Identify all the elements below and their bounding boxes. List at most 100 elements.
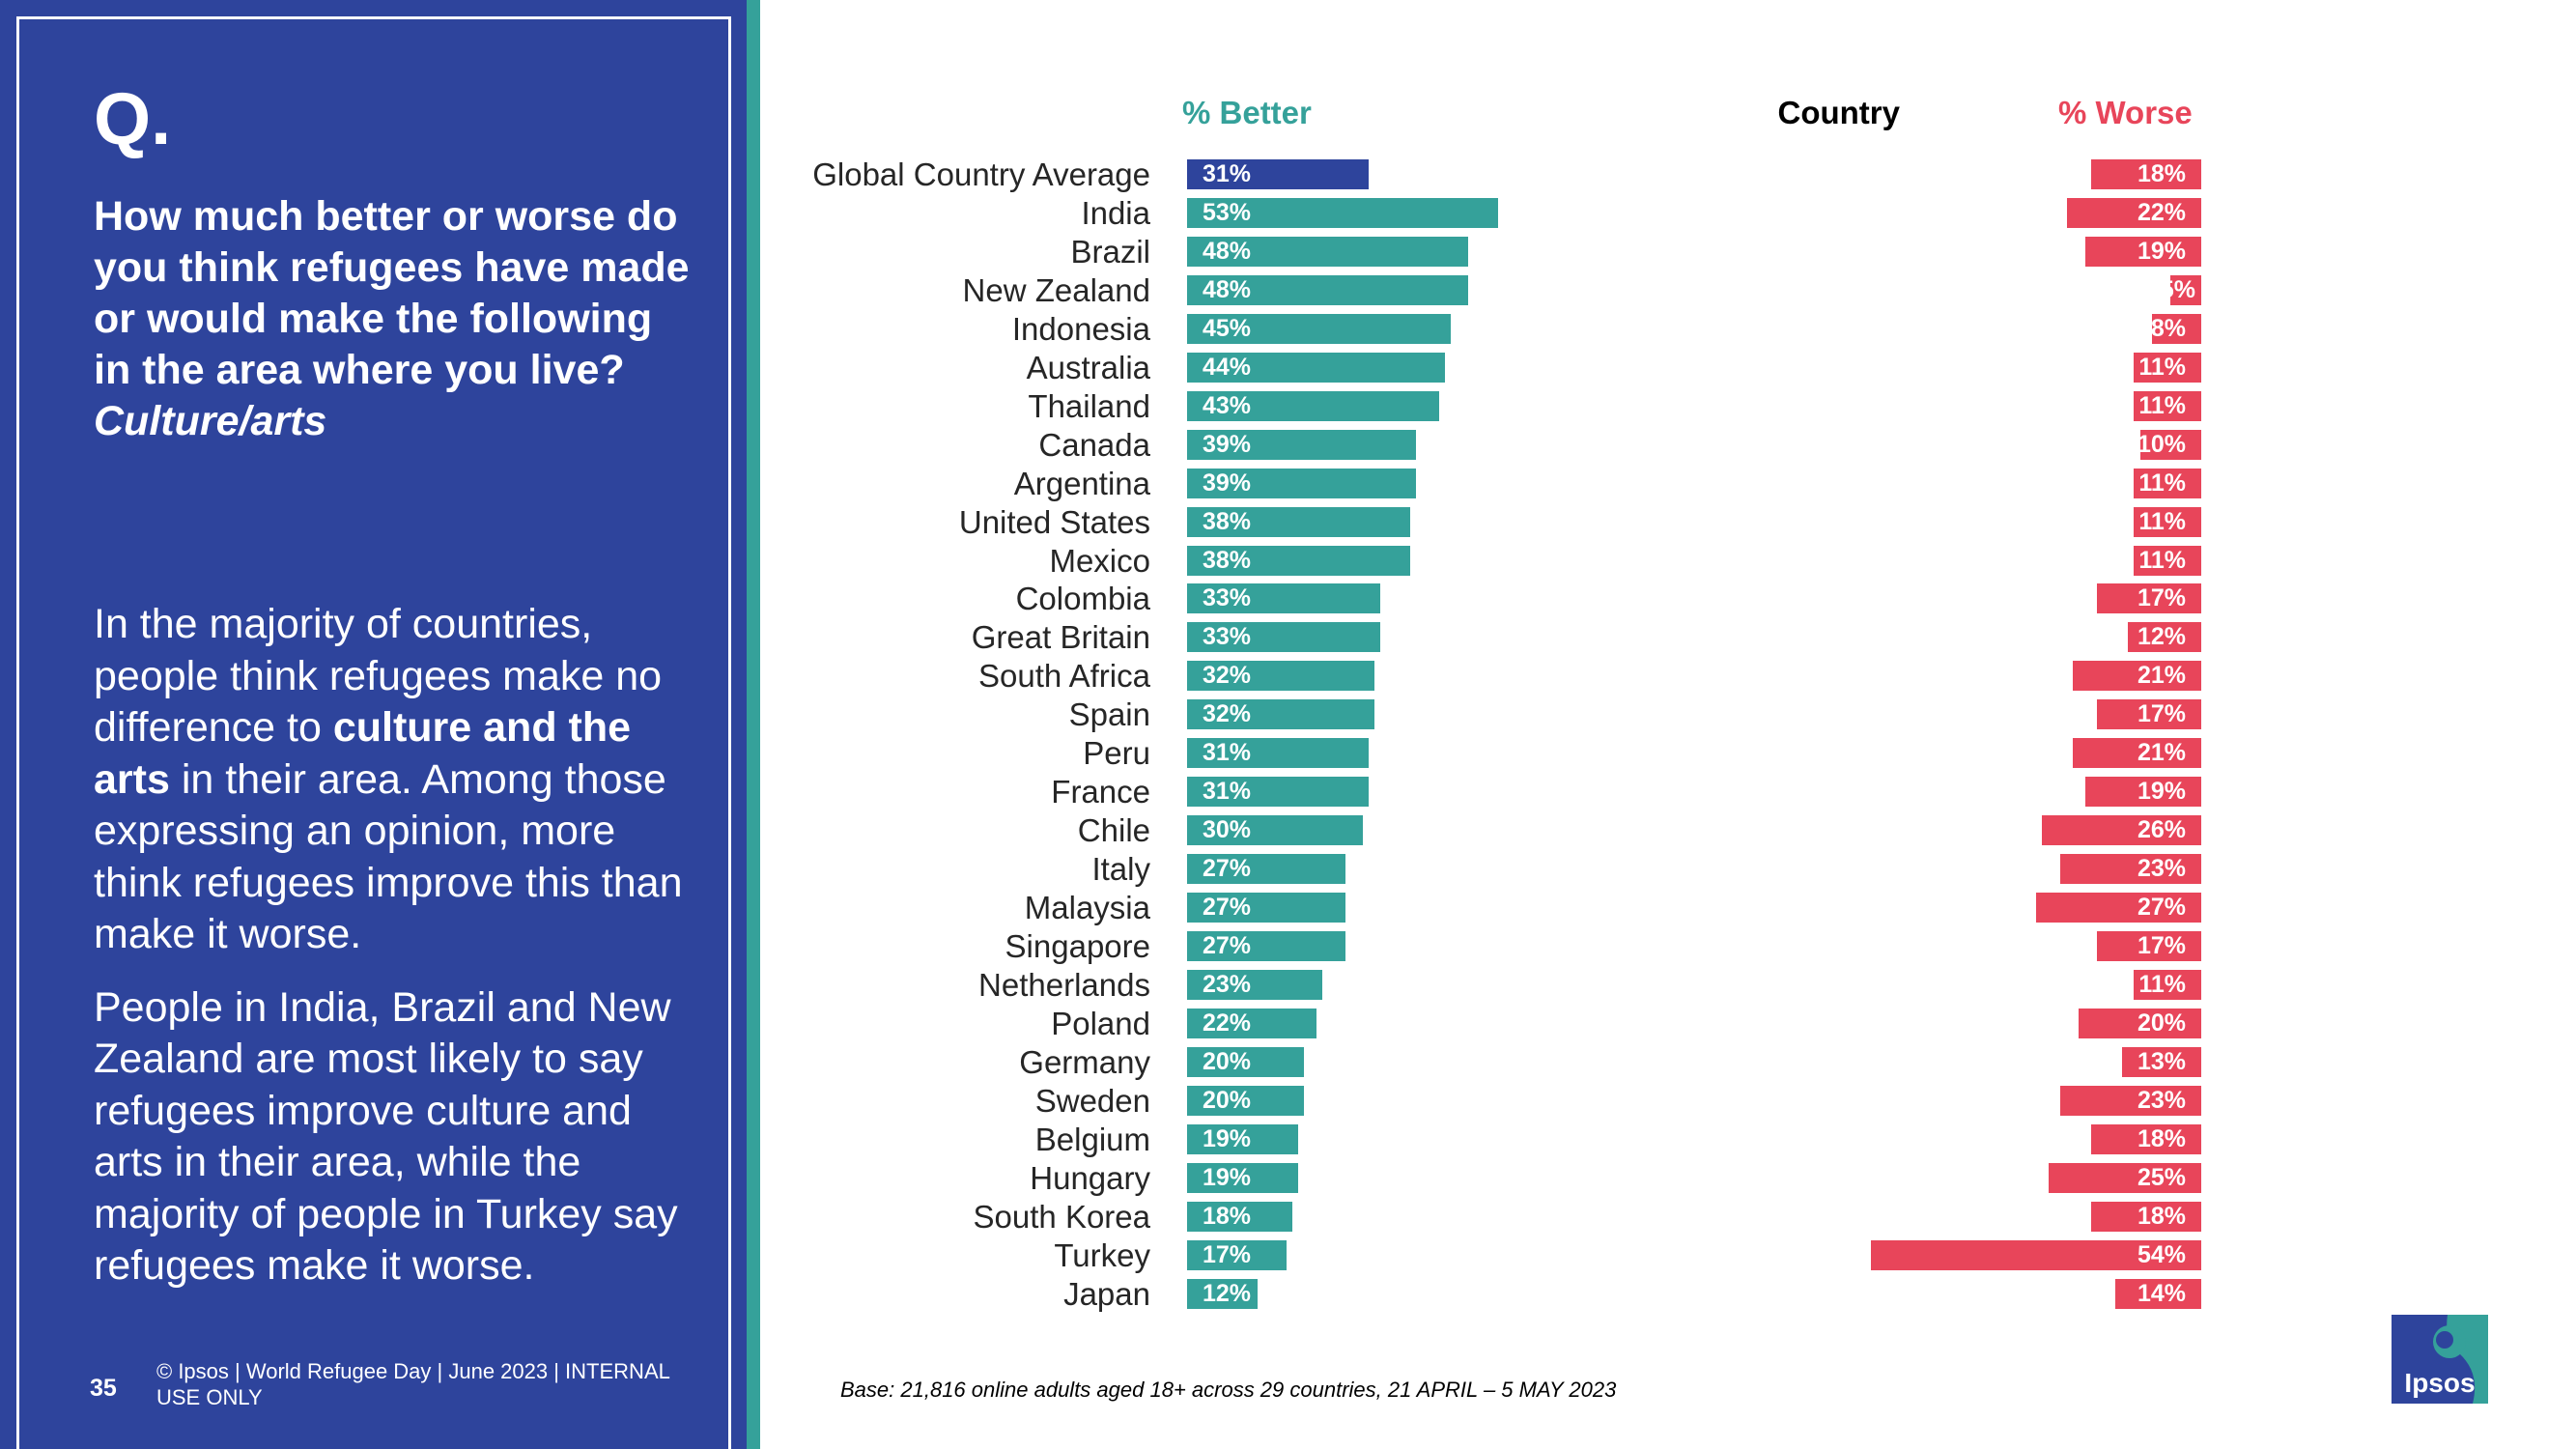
bar-better-label: 20% xyxy=(1203,1086,1252,1114)
country-label: France xyxy=(1051,774,1150,810)
country-label: New Zealand xyxy=(962,271,1150,308)
bar-worse-label: 21% xyxy=(2137,662,2186,690)
base-note: Base: 21,816 online adults aged 18+ acro… xyxy=(840,1378,1617,1402)
country-label: Australia xyxy=(1026,349,1150,385)
page-number: 35 xyxy=(90,1375,117,1402)
bar-better: 43% xyxy=(1187,390,1439,421)
bar-worse-label: 18% xyxy=(2137,160,2186,187)
country-label: Global Country Average xyxy=(812,156,1150,192)
bar-better-label: 31% xyxy=(1203,160,1252,187)
bar-worse-label: 26% xyxy=(2137,816,2186,844)
bar-worse-label: 8% xyxy=(2150,314,2186,342)
bar-worse-label: 20% xyxy=(2137,1009,2186,1037)
bar-better: 38% xyxy=(1187,545,1410,576)
bar-better-label: 27% xyxy=(1203,855,1252,883)
bar-better-label: 33% xyxy=(1203,584,1252,612)
bar-worse-label: 11% xyxy=(2138,391,2186,419)
bar-worse: 23% xyxy=(2060,1085,2201,1116)
country-label: Mexico xyxy=(1049,542,1150,579)
bar-better: 45% xyxy=(1187,313,1452,344)
bar-better-label: 12% xyxy=(1203,1279,1252,1307)
accent-stripe xyxy=(747,0,760,1449)
bar-better: 38% xyxy=(1187,506,1410,537)
bar-better: 20% xyxy=(1187,1085,1305,1116)
bar-worse: 26% xyxy=(2042,815,2201,846)
bar-worse: 8% xyxy=(2150,313,2201,344)
panel-frame xyxy=(16,16,731,1449)
summary-p1-end: in their area. Among those expressing an… xyxy=(94,755,683,958)
country-label: Spain xyxy=(1068,696,1150,733)
bar-better: 39% xyxy=(1187,468,1416,498)
bar-worse: 25% xyxy=(2048,1162,2201,1193)
bar-better-label: 38% xyxy=(1203,507,1252,535)
bar-worse-label: 23% xyxy=(2137,1086,2186,1114)
bar-worse: 5% xyxy=(2161,274,2201,305)
bar-worse-label: 14% xyxy=(2137,1279,2186,1307)
bar-worse: 14% xyxy=(2115,1278,2201,1309)
bar-better: 19% xyxy=(1187,1123,1299,1154)
bar-worse: 10% xyxy=(2137,429,2201,460)
bar-better: 30% xyxy=(1187,815,1364,846)
bar-better-label: 39% xyxy=(1203,469,1252,497)
bar-better: 23% xyxy=(1187,969,1322,1000)
bar-better: 27% xyxy=(1187,931,1345,961)
header-better: % Better xyxy=(1182,95,1312,130)
bar-worse: 20% xyxy=(2079,1008,2201,1038)
question-body: How much better or worse do you think re… xyxy=(94,193,690,393)
bar-better: 31% xyxy=(1187,159,1370,189)
bar-worse: 17% xyxy=(2097,583,2201,614)
country-label: Netherlands xyxy=(978,966,1150,1003)
bar-better: 33% xyxy=(1187,622,1381,653)
country-label: Canada xyxy=(1038,426,1150,463)
bar-better: 20% xyxy=(1187,1046,1305,1077)
bar-better: 22% xyxy=(1187,1008,1316,1038)
bar-better: 48% xyxy=(1187,236,1469,267)
bar-better-label: 43% xyxy=(1203,391,1252,419)
summary-p1-bold: culture and the arts xyxy=(94,704,632,803)
bar-worse: 27% xyxy=(2036,893,2201,923)
country-label: Indonesia xyxy=(1011,310,1150,347)
country-label: United States xyxy=(958,503,1150,540)
bar-better-label: 18% xyxy=(1203,1202,1252,1230)
bar-worse-label: 21% xyxy=(2137,739,2186,767)
bar-better-label: 23% xyxy=(1203,970,1252,998)
bar-better: 31% xyxy=(1187,738,1370,769)
bar-worse-label: 11% xyxy=(2138,546,2186,574)
bar-worse-label: 17% xyxy=(2137,932,2186,959)
copyright-note: © Ipsos | World Refugee Day | June 2023 … xyxy=(156,1359,670,1409)
bar-worse-label: 22% xyxy=(2137,198,2186,226)
question-topic: Culture/arts xyxy=(94,398,327,444)
bar-worse: 22% xyxy=(2066,197,2201,228)
country-label: South Korea xyxy=(973,1198,1150,1235)
summary-p1-start: In the majority of countries, people thi… xyxy=(94,601,663,751)
bar-worse-label: 11% xyxy=(2138,469,2186,497)
country-label: Great Britain xyxy=(971,619,1150,656)
country-label: Thailand xyxy=(1028,387,1150,424)
bar-worse-label: 19% xyxy=(2137,778,2186,806)
bar-better-label: 45% xyxy=(1203,314,1252,342)
bar-worse: 11% xyxy=(2134,468,2201,498)
bar-better-label: 31% xyxy=(1203,739,1252,767)
bar-worse: 11% xyxy=(2134,506,2201,537)
logo-text: Ipsos xyxy=(2404,1368,2475,1398)
bar-better-label: 32% xyxy=(1203,700,1252,728)
bar-better: 17% xyxy=(1187,1239,1288,1270)
bar-better-label: 48% xyxy=(1203,237,1252,265)
bar-better: 33% xyxy=(1187,583,1381,614)
bar-worse-label: 11% xyxy=(2138,970,2186,998)
question-text: How much better or worse do you think re… xyxy=(94,191,693,447)
bar-worse: 11% xyxy=(2134,390,2201,421)
country-label: Hungary xyxy=(1030,1159,1150,1196)
bar-worse-label: 23% xyxy=(2137,855,2186,883)
bar-better-label: 19% xyxy=(1203,1163,1252,1191)
bar-worse: 18% xyxy=(2091,159,2201,189)
bar-better: 44% xyxy=(1187,352,1446,383)
bar-better: 12% xyxy=(1187,1278,1258,1309)
country-label: Belgium xyxy=(1034,1121,1150,1157)
summary-text: In the majority of countries, people thi… xyxy=(94,599,712,1314)
country-label: Argentina xyxy=(1013,465,1150,501)
country-label: Brazil xyxy=(1070,233,1150,270)
bar-better: 18% xyxy=(1187,1201,1293,1232)
bar-worse: 19% xyxy=(2084,236,2201,267)
bar-worse-label: 19% xyxy=(2137,237,2186,265)
